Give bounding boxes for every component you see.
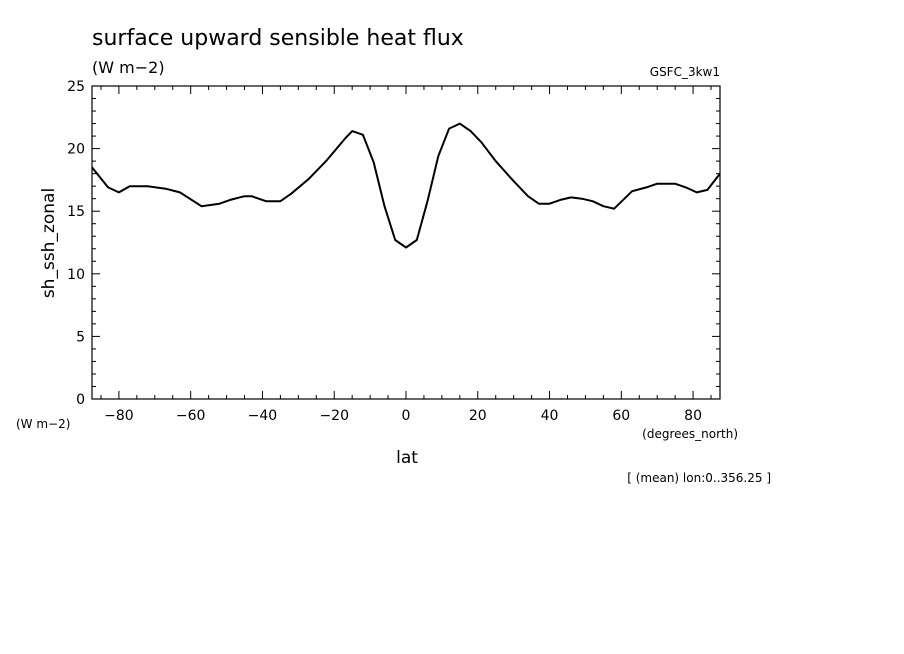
x-axis-ticks	[100, 86, 712, 399]
y-axis-label: sh_ssh_zonal	[39, 188, 59, 298]
x-tick-label: 60	[612, 408, 630, 424]
y-tick-label: 15	[67, 204, 85, 220]
series-line	[91, 122, 721, 249]
chart-title: surface upward sensible heat flux	[92, 26, 464, 51]
plot-frame	[91, 85, 721, 400]
x-axis-label: lat	[396, 448, 418, 468]
y-tick-label: 10	[67, 267, 85, 283]
x-axis-units: (degrees_north)	[642, 427, 738, 441]
x-tick-label: 0	[402, 408, 411, 424]
x-tick-label: −40	[248, 408, 278, 424]
x-tick-label: −60	[176, 408, 206, 424]
x-tick-label: −80	[104, 408, 134, 424]
x-tick-label: −20	[319, 408, 349, 424]
y-axis-ticks	[92, 85, 720, 400]
y-tick-label: 25	[67, 79, 85, 95]
x-tick-label: 20	[469, 408, 487, 424]
y-tick-label: 5	[76, 329, 85, 345]
footnote: [ (mean) lon:0..356.25 ]	[627, 471, 771, 485]
dataset-label: GSFC_3kw1	[650, 65, 720, 79]
chart-units: (W m−2)	[92, 58, 165, 77]
x-axis-tick-labels: −80 −60 −40 −20 0 20 40 60 80	[104, 408, 702, 424]
y-tick-label: 20	[67, 142, 85, 158]
x-tick-label: 80	[684, 408, 702, 424]
y-tick-label: 0	[76, 392, 85, 408]
x-tick-label: 40	[541, 408, 559, 424]
y-axis-tick-labels: 0 5 10 15 20 25	[67, 79, 85, 408]
y-axis-units: (W m−2)	[16, 417, 70, 431]
